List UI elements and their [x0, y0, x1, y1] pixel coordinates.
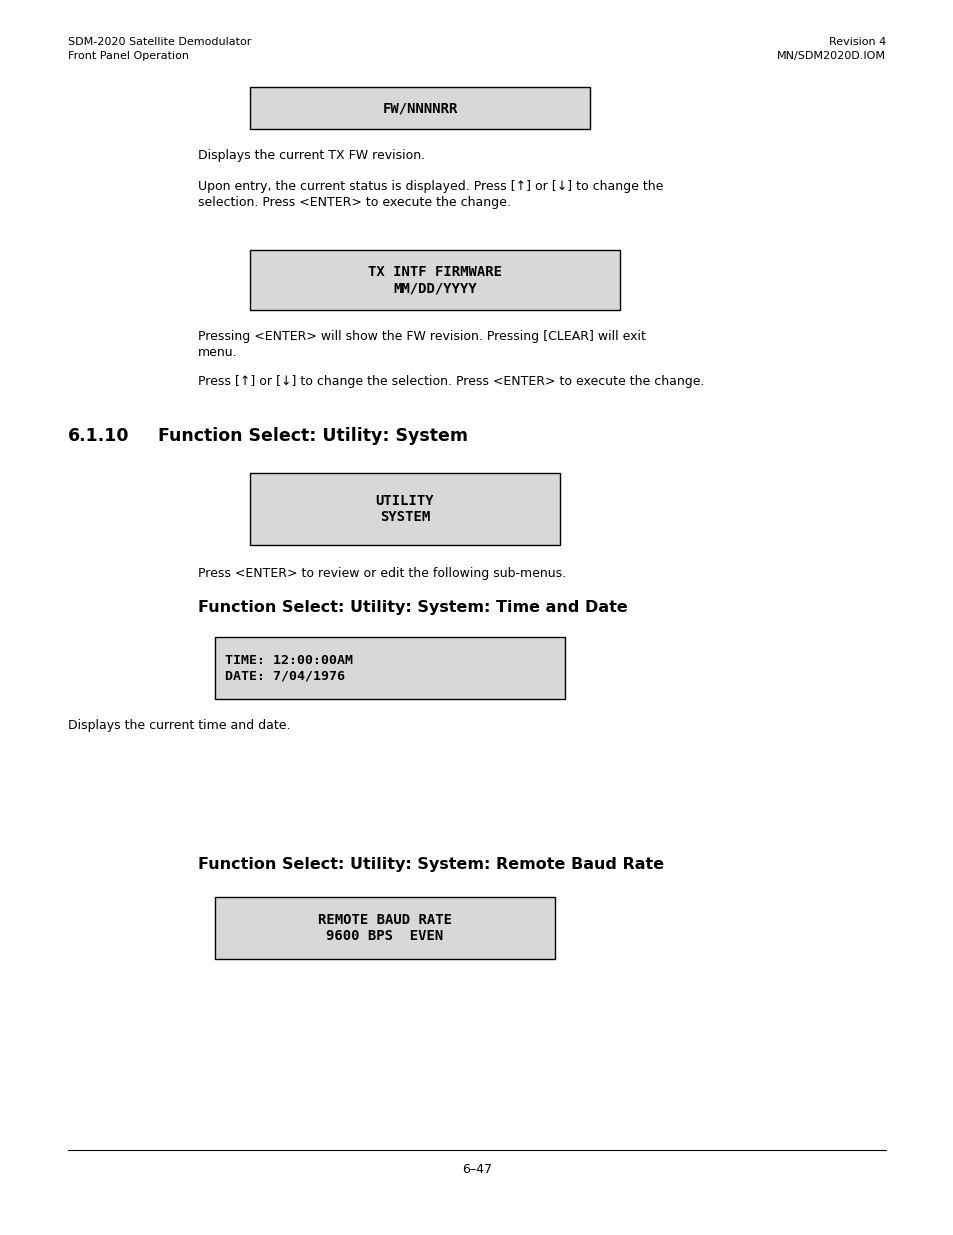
Text: 6–47: 6–47 — [461, 1163, 492, 1176]
Text: Revision 4: Revision 4 — [828, 37, 885, 47]
FancyBboxPatch shape — [250, 473, 559, 545]
Text: Press <ENTER> to review or edit the following sub-menus.: Press <ENTER> to review or edit the foll… — [198, 567, 565, 580]
Text: Displays the current TX FW revision.: Displays the current TX FW revision. — [198, 149, 425, 162]
FancyBboxPatch shape — [214, 897, 555, 960]
Text: TX INTF FIRMWARE: TX INTF FIRMWARE — [368, 266, 501, 279]
Text: Upon entry, the current status is displayed. Press [↑] or [↓] to change the: Upon entry, the current status is displa… — [198, 180, 662, 193]
FancyBboxPatch shape — [250, 86, 589, 128]
Text: MN/SDM2020D.IOM: MN/SDM2020D.IOM — [776, 51, 885, 61]
Text: FW/NNNNRR: FW/NNNNRR — [382, 101, 457, 115]
Text: UTILITY: UTILITY — [375, 494, 434, 508]
Text: Front Panel Operation: Front Panel Operation — [68, 51, 189, 61]
Text: MM/DD/YYYY: MM/DD/YYYY — [393, 282, 476, 295]
Text: TIME: 12:00:00AM: TIME: 12:00:00AM — [225, 653, 353, 667]
FancyBboxPatch shape — [250, 249, 619, 310]
Text: menu.: menu. — [198, 346, 237, 359]
Text: REMOTE BAUD RATE: REMOTE BAUD RATE — [317, 913, 452, 927]
Text: Pressing <ENTER> will show the FW revision. Pressing [CLEAR] will exit: Pressing <ENTER> will show the FW revisi… — [198, 330, 645, 343]
Text: SDM-2020 Satellite Demodulator: SDM-2020 Satellite Demodulator — [68, 37, 251, 47]
Text: Press [↑] or [↓] to change the selection. Press <ENTER> to execute the change.: Press [↑] or [↓] to change the selection… — [198, 375, 703, 388]
Text: Function Select: Utility: System: Remote Baud Rate: Function Select: Utility: System: Remote… — [198, 857, 663, 872]
Text: Function Select: Utility: System: Time and Date: Function Select: Utility: System: Time a… — [198, 600, 627, 615]
FancyBboxPatch shape — [214, 637, 564, 699]
Text: SYSTEM: SYSTEM — [379, 510, 430, 524]
Text: Function Select: Utility: System: Function Select: Utility: System — [158, 427, 468, 445]
Text: DATE: 7/04/1976: DATE: 7/04/1976 — [225, 669, 345, 682]
Text: 6.1.10: 6.1.10 — [68, 427, 130, 445]
Text: 9600 BPS  EVEN: 9600 BPS EVEN — [326, 929, 443, 944]
Text: Displays the current time and date.: Displays the current time and date. — [68, 719, 291, 732]
Text: selection. Press <ENTER> to execute the change.: selection. Press <ENTER> to execute the … — [198, 196, 511, 209]
